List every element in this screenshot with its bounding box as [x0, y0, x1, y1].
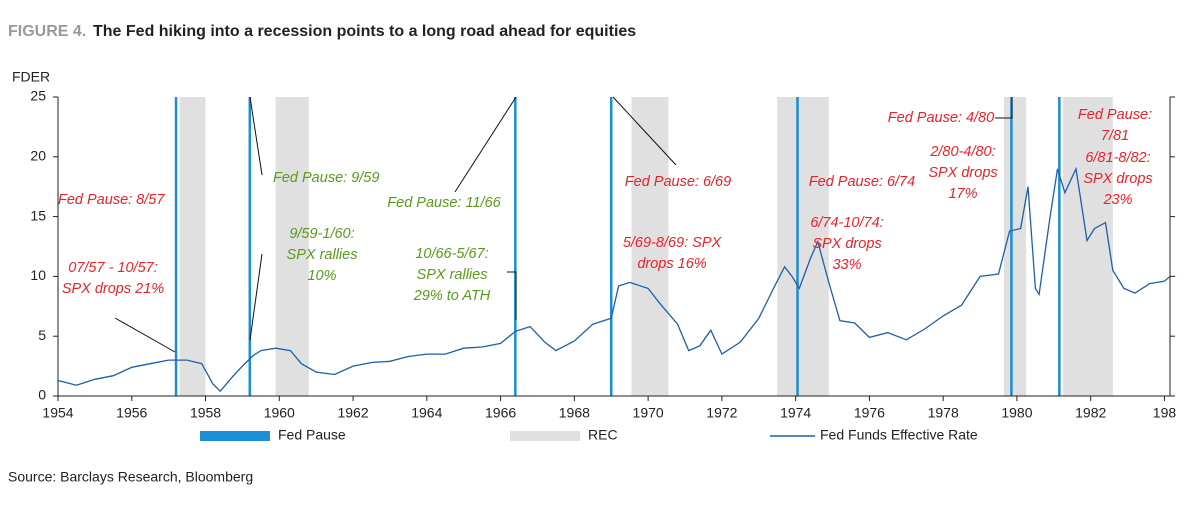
x-tick-label: 198	[1153, 405, 1177, 421]
x-tick-label: 1978	[928, 405, 959, 421]
x-tick-label: 1982	[1075, 405, 1106, 421]
recession-band	[275, 97, 309, 396]
annotation: 17%	[948, 186, 977, 202]
recession-band	[777, 97, 829, 396]
y-tick-label: 10	[30, 267, 46, 283]
source: Source: Barclays Research, Bloomberg	[8, 469, 253, 485]
recession-band	[179, 97, 206, 396]
annotation: 7/81	[1101, 128, 1129, 144]
x-tick-label: 1966	[485, 405, 516, 421]
legend-swatch	[200, 431, 270, 441]
annotation: 6/81-8/82:	[1085, 150, 1150, 166]
x-tick-label: 1956	[116, 405, 147, 421]
annotation: Fed Pause: 11/66	[387, 195, 501, 211]
annotation: 10/66-5/67:	[415, 246, 488, 262]
y-tick-label: 5	[38, 327, 46, 343]
x-tick-label: 1974	[780, 405, 811, 421]
recession-band	[631, 97, 669, 396]
annotation: 5/69-8/69: SPX	[623, 235, 723, 251]
x-tick-label: 1970	[633, 405, 664, 421]
annotation: Fed Pause: 4/80	[888, 110, 994, 126]
annotation: 07/57 - 10/57:	[68, 260, 158, 276]
legend-label: Fed Pause	[278, 427, 346, 443]
legend-label: REC	[588, 427, 618, 443]
annotation: Fed Pause:	[1078, 107, 1152, 123]
x-tick-label: 1968	[559, 405, 590, 421]
annotation: 10%	[307, 268, 336, 284]
legend-label: Fed Funds Effective Rate	[820, 427, 978, 443]
annotation: Fed Pause: 6/74	[809, 174, 915, 190]
chart-title: The Fed hiking into a recession points t…	[93, 23, 636, 40]
leader-line	[454, 96, 517, 193]
annotation: SPX drops	[1083, 171, 1152, 187]
annotation: Fed Pause: 8/57	[58, 192, 165, 208]
leader-line	[612, 96, 677, 166]
x-tick-label: 1980	[1001, 405, 1032, 421]
legend-swatch	[510, 431, 580, 441]
x-tick-label: 1962	[337, 405, 368, 421]
annotation: drops 16%	[637, 256, 706, 272]
recession-band	[1063, 97, 1113, 396]
annotation: SPX drops	[812, 236, 881, 252]
annotation: 33%	[832, 257, 861, 273]
annotation: Fed Pause: 6/69	[625, 174, 731, 190]
annotation: SPX rallies	[417, 267, 488, 283]
annotation: SPX drops	[928, 165, 997, 181]
annotation: SPX rallies	[287, 247, 358, 263]
leader-line	[249, 96, 263, 176]
x-tick-label: 1964	[411, 405, 442, 421]
rate-line	[57, 166, 1171, 393]
x-tick-label: 1972	[706, 405, 737, 421]
x-tick-label: 1976	[854, 405, 885, 421]
leader-line	[249, 253, 263, 341]
annotation: Fed Pause: 9/59	[273, 170, 379, 186]
leader-line	[114, 317, 176, 353]
y-tick-label: 25	[30, 88, 46, 104]
x-tick-label: 1958	[190, 405, 221, 421]
annotation: SPX drops 21%	[62, 281, 164, 297]
leader-line	[995, 97, 1013, 119]
y-tick-label: 15	[30, 207, 46, 223]
leader-line	[507, 271, 517, 320]
figure-number: FIGURE 4.	[8, 23, 86, 40]
annotation: 2/80-4/80:	[929, 144, 995, 160]
annotation: 9/59-1/60:	[289, 226, 354, 242]
annotation: 29% to ATH	[413, 288, 491, 304]
annotation: 23%	[1102, 192, 1132, 208]
x-tick-label: 1960	[264, 405, 295, 421]
recession-band	[1004, 97, 1027, 396]
y-tick-label: 20	[30, 148, 46, 164]
annotation: 6/74-10/74:	[810, 215, 883, 231]
x-tick-label: 1954	[42, 405, 73, 421]
y-axis-label: FDER	[12, 69, 50, 85]
y-tick-label: 0	[38, 387, 46, 403]
